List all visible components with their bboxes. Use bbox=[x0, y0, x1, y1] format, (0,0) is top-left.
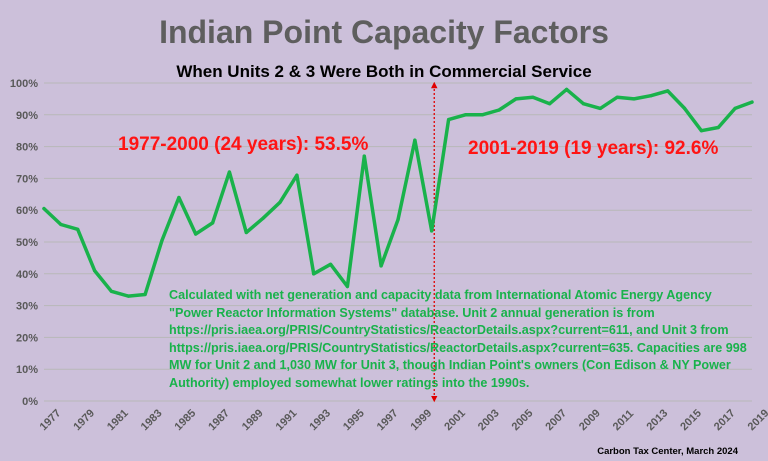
data-point bbox=[362, 154, 366, 158]
x-tick-label: 1999 bbox=[408, 407, 434, 433]
data-point bbox=[430, 229, 434, 233]
x-tick-label: 2007 bbox=[543, 407, 569, 433]
period1-annotation: 1977-2000 (24 years): 53.5% bbox=[118, 134, 369, 155]
x-tick-label: 1983 bbox=[139, 407, 165, 433]
data-point bbox=[615, 95, 619, 99]
data-point bbox=[565, 87, 569, 91]
chart-title: Indian Point Capacity Factors bbox=[159, 14, 609, 50]
x-tick-label: 1993 bbox=[307, 407, 333, 433]
methodology-note: Calculated with net generation and capac… bbox=[169, 288, 747, 390]
data-point bbox=[598, 106, 602, 110]
chart-credit: Carbon Tax Center, March 2024 bbox=[597, 446, 738, 457]
data-point bbox=[396, 218, 400, 222]
data-point bbox=[295, 173, 299, 177]
data-point bbox=[126, 294, 130, 298]
x-tick-label: 2005 bbox=[510, 407, 536, 433]
data-point bbox=[514, 97, 518, 101]
x-tick-label: 1997 bbox=[375, 407, 401, 433]
x-tick-label: 2017 bbox=[712, 407, 738, 433]
data-point bbox=[261, 216, 265, 220]
data-point bbox=[649, 94, 653, 98]
y-tick-label: 30% bbox=[16, 301, 38, 313]
data-point bbox=[329, 262, 333, 266]
x-tick-label: 2019 bbox=[746, 407, 768, 433]
y-tick-label: 70% bbox=[16, 173, 38, 185]
data-point bbox=[227, 170, 231, 174]
x-tick-label: 2003 bbox=[476, 407, 502, 433]
data-point bbox=[497, 108, 501, 112]
data-point bbox=[379, 264, 383, 268]
data-point bbox=[160, 238, 164, 242]
data-point bbox=[581, 102, 586, 106]
x-tick-label: 1987 bbox=[206, 407, 232, 433]
data-point bbox=[683, 106, 687, 110]
x-tick-label: 2001 bbox=[442, 407, 468, 433]
data-point bbox=[76, 227, 80, 231]
y-tick-label: 100% bbox=[10, 78, 38, 90]
y-tick-label: 90% bbox=[16, 110, 38, 122]
chart-subtitle: When Units 2 & 3 Were Both in Commercial… bbox=[176, 62, 592, 81]
x-tick-label: 2009 bbox=[577, 407, 603, 433]
y-tick-label: 50% bbox=[16, 237, 38, 249]
x-tick-label: 1989 bbox=[240, 407, 266, 433]
y-tick-label: 0% bbox=[22, 396, 38, 408]
period2-annotation: 2001-2019 (19 years): 92.6% bbox=[468, 138, 719, 159]
data-point bbox=[109, 289, 113, 293]
capacity-factor-line bbox=[42, 87, 754, 298]
x-tick-label: 1981 bbox=[105, 407, 131, 433]
data-point bbox=[632, 97, 636, 101]
data-point bbox=[278, 200, 282, 204]
data-point bbox=[413, 138, 417, 142]
data-point bbox=[42, 207, 46, 211]
data-point bbox=[480, 113, 484, 117]
y-tick-label: 80% bbox=[16, 142, 38, 154]
y-tick-label: 10% bbox=[16, 364, 38, 376]
data-point bbox=[463, 113, 467, 117]
x-tick-label: 1985 bbox=[172, 407, 198, 433]
data-point bbox=[548, 102, 552, 106]
y-tick-label: 40% bbox=[16, 269, 38, 281]
data-point bbox=[447, 118, 451, 122]
x-tick-label: 2015 bbox=[678, 407, 704, 433]
data-point bbox=[716, 125, 720, 130]
data-point bbox=[211, 221, 215, 225]
x-tick-label: 1979 bbox=[71, 407, 97, 433]
y-tick-label: 60% bbox=[16, 205, 38, 217]
data-point bbox=[531, 95, 535, 99]
x-tick-label: 2011 bbox=[611, 408, 636, 433]
data-point bbox=[93, 269, 97, 273]
data-point bbox=[666, 89, 670, 93]
data-point bbox=[194, 232, 198, 236]
data-point bbox=[733, 106, 737, 110]
x-tick-label: 1991 bbox=[274, 407, 300, 433]
data-point bbox=[59, 222, 63, 227]
y-tick-label: 20% bbox=[16, 332, 38, 344]
data-point bbox=[143, 292, 147, 297]
data-point bbox=[244, 230, 248, 235]
data-point bbox=[750, 100, 754, 104]
x-tick-label: 1995 bbox=[341, 407, 367, 433]
data-point bbox=[345, 284, 349, 289]
data-point bbox=[312, 272, 316, 276]
x-tick-label: 1977 bbox=[38, 407, 64, 433]
data-point bbox=[699, 129, 704, 133]
data-point bbox=[177, 195, 181, 200]
x-tick-label: 2013 bbox=[644, 407, 670, 433]
